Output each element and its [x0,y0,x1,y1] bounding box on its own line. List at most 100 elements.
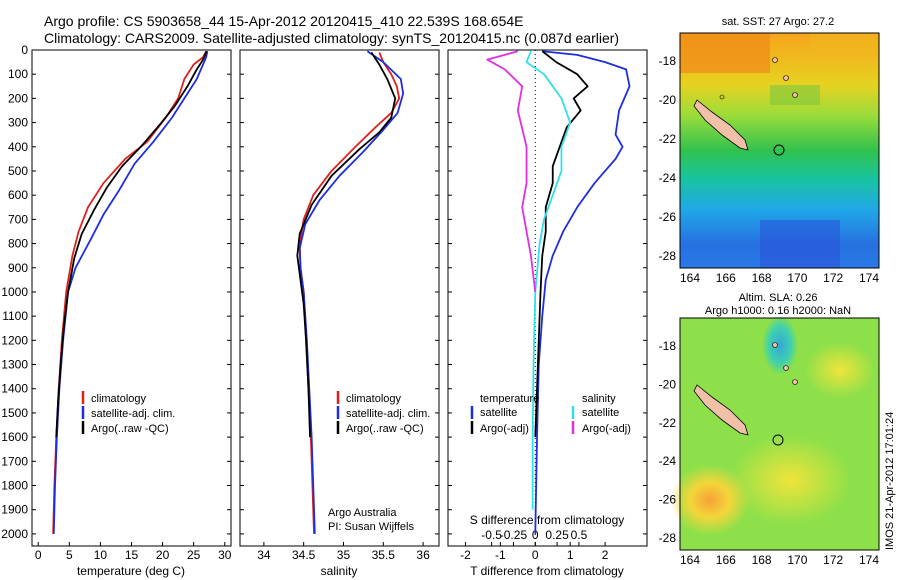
island-marker [783,75,789,81]
map-lon-label: 174 [859,553,879,567]
depth-tick-label: 1200 [1,333,28,347]
depth-tick-label: 200 [8,91,28,105]
legend-label-climatology: climatology [346,393,402,405]
series-line-climatology [52,50,207,534]
map-lat-label: -18 [659,54,677,68]
x-tick-label: 0 [35,548,42,562]
depth-tick-label: 800 [8,237,28,251]
map-lat-label: -26 [659,210,677,224]
s-difference-axis-label: S difference from climatology [470,513,625,527]
sla-map [670,315,880,551]
x-tick-label: 1 [567,548,574,562]
map-lon-label: 170 [787,271,807,285]
depth-axis: 0 100 200 300 400 500 600 700 800 900 1000 1100 1200… [1,43,28,541]
temperature-legend: climatology satellite-adj. clim. Argo(..… [81,391,175,435]
island-marker [719,94,725,100]
sst-cold-patch [760,220,840,268]
difference-panel [447,49,648,547]
x-tick-label: 0.5 [571,528,588,542]
t-difference-x-ticks: -2 -1 0 1 2 [460,548,609,562]
sla-high-blob [670,465,750,535]
island-marker [792,92,798,98]
depth-tick-label: 700 [8,212,28,226]
x-tick-label: 2 [602,548,609,562]
series-line-salinity-argo-adj- [486,50,537,293]
map-lon-label: 174 [859,271,879,285]
salinity-axis-label: salinity [321,564,358,578]
series-line-satellite-adj-clim- [298,50,405,534]
sla-map-title-1: Altim. SLA: 0.26 [739,292,818,304]
tick-marks [32,49,647,546]
depth-tick-label: 0 [21,43,28,57]
legend-label-t-satellite: satellite [480,407,517,419]
x-tick-label: 36 [416,548,430,562]
x-tick-label: 34.5 [292,548,316,562]
x-tick-label: 15 [125,548,139,562]
argo-position-marker [772,434,784,446]
legend-label-argo: Argo(..raw -QC) [346,423,424,435]
sla-map-title-2: Argo h1000: 0.16 h2000: NaN [705,305,851,317]
depth-tick-label: 1600 [1,430,28,444]
map-lon-label: 164 [680,553,700,567]
legend-label-s-argo: Argo(-adj) [582,423,631,435]
map-lon-label: 168 [752,271,772,285]
x-tick-label: 30 [218,548,232,562]
depth-tick-label: 1400 [1,382,28,396]
series-line-climatology [298,52,401,534]
x-tick-label: 25 [187,548,201,562]
island-marker [792,379,798,385]
argo-position-marker [773,144,785,156]
island-marker [772,57,778,63]
sst-map-title: sat. SST: 27 Argo: 27.2 [722,16,835,28]
map-lon-label: 166 [716,553,736,567]
depth-tick-label: 1300 [1,358,28,372]
legend-label-s-satellite: satellite [582,407,619,419]
depth-tick-label: 2000 [1,527,28,541]
x-tick-label: 35 [337,548,351,562]
depth-tick-label: 500 [8,164,28,178]
depth-tick-label: 1800 [1,479,28,493]
x-tick-label: 35.5 [372,548,396,562]
legend-label-t-argo: Argo(-adj) [480,423,529,435]
sla-map-frame [679,317,880,551]
sst-map [679,32,880,269]
legend-label-climatology: climatology [91,393,147,405]
title-line-2: Climatology: CARS2009. Satellite-adjuste… [44,30,619,46]
map-lon-label: 170 [787,553,807,567]
map-lat-label: -24 [659,454,677,468]
sla-map-ticks: 164 166 168 170 172 174 -18 -20 -22 -24 -26 -28 [659,339,880,567]
sla-low-blob [762,315,798,375]
legend-label-satellite: satellite-adj. clim. [91,408,175,420]
depth-tick-label: 600 [8,188,28,202]
depth-tick-label: 400 [8,140,28,154]
depth-tick-label: 1000 [1,285,28,299]
series-line-temperature-satellite [534,50,631,534]
sla-yellow-blob [730,435,850,525]
temperature-axis-label: temperature (deg C) [77,564,185,578]
depth-tick-label: 1100 [2,309,28,323]
map-lat-label: -28 [659,249,677,263]
pi-label: PI: Susan Wijffels [328,521,414,533]
map-lat-label: -20 [659,93,677,107]
map-lon-label: 166 [716,271,736,285]
imos-footer: IMOS 21-Apr-2012 17:01:24 [884,412,896,550]
t-difference-axis-label: T difference from climatology [470,564,624,578]
depth-tick-label: 100 [8,67,28,81]
new-caledonia-island [693,99,749,151]
island-marker [772,342,778,348]
salinity-x-ticks: 34 34.5 35 35.5 36 [257,548,430,562]
legend-label-argo: Argo(..raw -QC) [91,423,169,435]
series-line-salinity-satellite [525,50,572,510]
argo-australia-label: Argo Australia [328,507,397,519]
sst-warm-patch [680,33,770,73]
map-lat-label: -22 [659,416,677,430]
legend-temperature-header: temperature [480,393,539,405]
depth-tick-label: 1700 [1,454,28,468]
x-tick-label: -0.5 [481,528,502,542]
x-tick-label: 10 [94,548,108,562]
map-lat-label: -22 [659,132,677,146]
series-line-argo-raw-qc- [55,50,208,438]
map-lon-label: 168 [752,553,772,567]
x-tick-label: 20 [156,548,170,562]
